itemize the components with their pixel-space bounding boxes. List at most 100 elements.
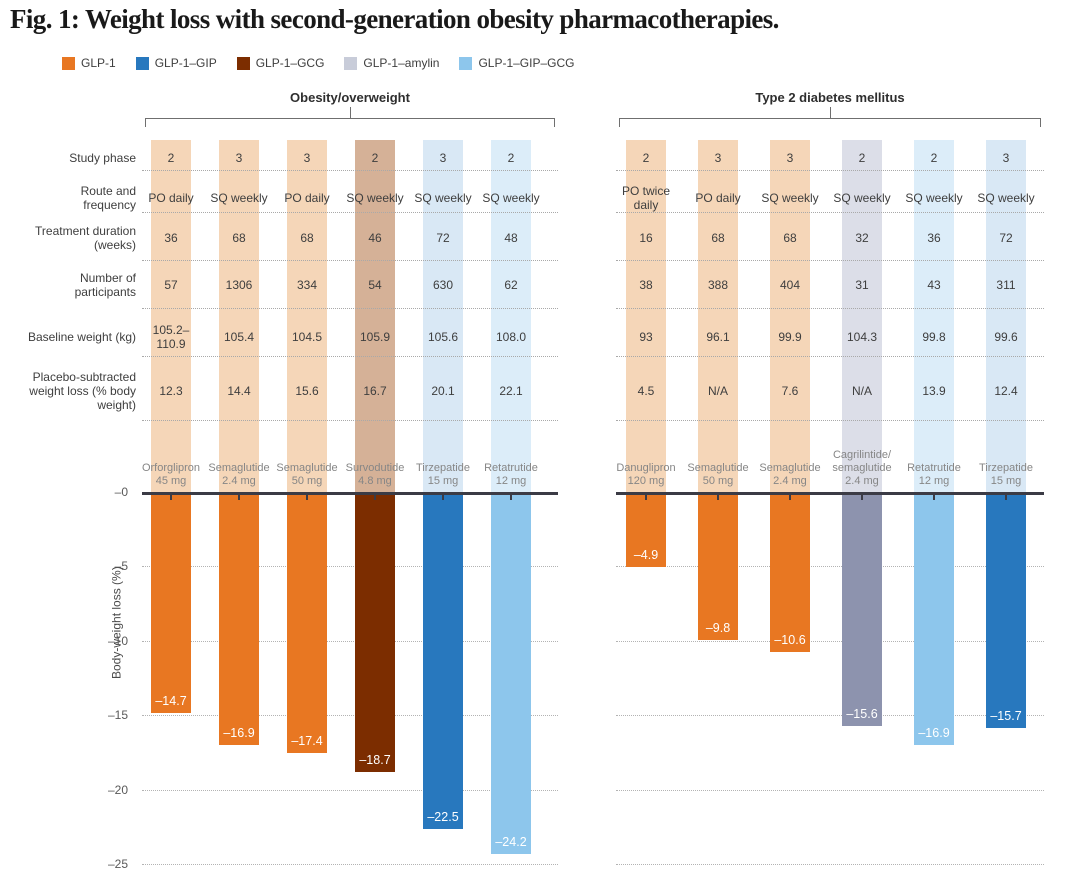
drug-name-line: Danuglipron [616, 462, 676, 474]
table-cell-participants: 57 [164, 278, 178, 292]
table-cell-duration: 36 [927, 231, 941, 245]
table-cell-participants: 388 [707, 278, 729, 292]
bar: –18.7 [355, 494, 395, 772]
table-cell-study-phase: 2 [930, 151, 938, 165]
column-drug-name: Survodutide 4.8 mg [342, 462, 408, 488]
panel-bracket-stem [830, 107, 832, 118]
table-cell-duration: 72 [436, 231, 450, 245]
legend-label: GLP-1–GIP [154, 56, 217, 70]
row-separator [142, 170, 558, 171]
bar-value-label: –17.4 [291, 734, 323, 748]
column-drug-name: Danuglipron 120 mg [613, 462, 679, 488]
legend-item: GLP-1 [62, 56, 116, 70]
y-axis-tick-label: –15 [107, 708, 128, 723]
legend-label: GLP-1–amylin [363, 56, 440, 70]
table-cell-duration: 48 [504, 231, 518, 245]
column-band [491, 140, 531, 492]
gridline [616, 715, 1044, 717]
row-separator [616, 356, 1044, 357]
bar-value-label: –4.9 [633, 548, 659, 562]
table-cell-participants: 54 [368, 278, 382, 292]
gridline [142, 566, 558, 568]
x-axis-tick [1005, 494, 1007, 500]
table-cell-route: SQ weekly [414, 191, 472, 205]
column-drug-name: Semaglutide 2.4 mg [757, 462, 823, 488]
gridline [142, 640, 558, 642]
table-cell-participants: 43 [927, 278, 941, 292]
table-cell-baseline-weight: 96.1 [706, 330, 730, 344]
x-axis-tick [933, 494, 935, 500]
table-cell-duration: 68 [783, 231, 797, 245]
drug-dose-line: 15 mg [427, 475, 459, 487]
table-cell-duration: 16 [639, 231, 653, 245]
column-band [219, 140, 259, 492]
table-cell-baseline-weight: 99.9 [778, 330, 802, 344]
gridline [142, 789, 558, 791]
row-separator [142, 212, 558, 213]
table-cell-duration: 68 [300, 231, 314, 245]
legend-swatch-glp1-amylin-icon [344, 56, 358, 70]
table-cell-participants: 404 [779, 278, 801, 292]
gridline [142, 864, 558, 865]
gridline [616, 789, 1044, 791]
row-separator [142, 260, 558, 261]
x-axis-tick [510, 494, 512, 500]
drug-dose-line: 12 mg [918, 475, 950, 487]
table-cell-placebo-subtracted: 4.5 [637, 384, 655, 398]
y-axis-tick-label: –5 [114, 559, 128, 574]
legend-item: GLP-1–GIP [135, 56, 217, 70]
bar: –14.7 [151, 494, 191, 713]
bar: –24.2 [491, 494, 531, 854]
x-axis-tick [442, 494, 444, 500]
table-cell-duration: 32 [855, 231, 869, 245]
row-separator [616, 420, 1044, 421]
table-cell-duration: 36 [164, 231, 178, 245]
table-row-label: Treatment duration (weeks) [35, 224, 136, 252]
table-cell-placebo-subtracted: 15.6 [295, 384, 319, 398]
column-band [770, 140, 810, 492]
column-band [423, 140, 463, 492]
table-cell-route: SQ weekly [761, 191, 819, 205]
column-drug-name: Semaglutide 2.4 mg [206, 462, 272, 488]
bar-value-label: –22.5 [427, 810, 459, 824]
y-axis-tick-label: –25 [107, 857, 128, 871]
bar: –16.9 [219, 494, 259, 745]
table-row-label: Study phase [69, 151, 136, 165]
table-cell-placebo-subtracted: 12.3 [159, 384, 183, 398]
table-cell-participants: 31 [855, 278, 869, 292]
table-cell-placebo-subtracted: 7.6 [781, 384, 799, 398]
drug-dose-line: 50 mg [702, 475, 734, 487]
legend-swatch-glp1-gip-icon [135, 56, 149, 70]
table-cell-baseline-weight: 99.6 [994, 330, 1018, 344]
figure-title: Fig. 1: Weight loss with second-generati… [10, 4, 779, 34]
drug-dose-line: 12 mg [495, 475, 527, 487]
drug-dose-line: 4.8 mg [358, 475, 392, 487]
x-axis-tick [306, 494, 308, 500]
column-band [287, 140, 327, 492]
bar: –15.7 [986, 494, 1026, 728]
table-cell-route: PO daily [695, 191, 741, 205]
x-axis-tick [717, 494, 719, 500]
table-cell-baseline-weight: 99.8 [922, 330, 946, 344]
bar-value-label: –24.2 [495, 835, 527, 849]
legend-label: GLP-1 [81, 56, 116, 70]
table-cell-duration: 72 [999, 231, 1013, 245]
table-cell-study-phase: 3 [235, 151, 243, 165]
table-cell-placebo-subtracted: 13.9 [922, 384, 946, 398]
table-cell-route: SQ weekly [833, 191, 891, 205]
table-row-label: Placebo-subtracted weight loss (% body w… [29, 370, 136, 412]
row-separator [616, 260, 1044, 261]
table-cell-duration: 46 [368, 231, 382, 245]
x-axis-zero-line [616, 492, 1044, 495]
drug-dose-line: 2.4 mg [845, 475, 879, 487]
table-cell-study-phase: 2 [371, 151, 379, 165]
x-axis-tick [789, 494, 791, 500]
column-band [842, 140, 882, 492]
table-cell-participants: 62 [504, 278, 518, 292]
table-cell-duration: 68 [711, 231, 725, 245]
drug-dose-line: 45 mg [155, 475, 187, 487]
bar-value-label: –16.9 [223, 726, 255, 740]
row-separator [142, 356, 558, 357]
column-drug-name: Orforglipron 45 mg [138, 462, 204, 488]
